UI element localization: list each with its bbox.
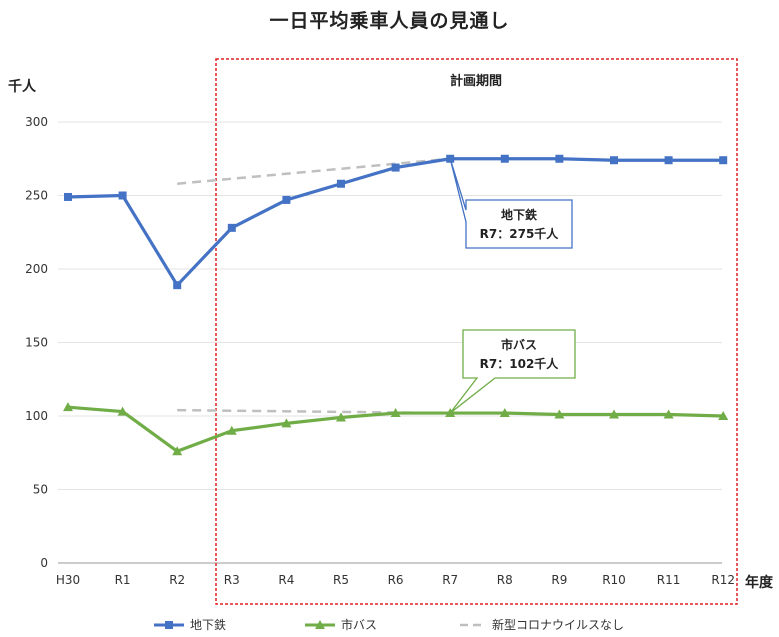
no-covid-dashed-lines	[177, 157, 451, 415]
x-tick-label: R5	[333, 573, 349, 587]
data-point	[64, 192, 72, 201]
data-point	[281, 418, 292, 428]
planning-period-box	[215, 58, 738, 605]
data-point	[172, 446, 183, 456]
data-point	[718, 411, 729, 420]
no-covid-dashed-line	[177, 157, 451, 185]
data-point	[500, 154, 509, 163]
y-axis-ticks: 0 50 100 150 200 250 300	[25, 115, 48, 570]
x-tick-label: R8	[497, 573, 513, 587]
data-point	[499, 408, 510, 418]
callout-series-label: 市バス	[501, 337, 537, 352]
data-point	[173, 281, 182, 290]
legend: 地下鉄 市バス 新型コロナウイルスなし	[154, 617, 624, 632]
x-tick-label: R6	[388, 573, 404, 587]
x-tick-label: R2	[169, 573, 185, 587]
data-point	[554, 409, 565, 419]
data-point	[664, 156, 673, 165]
y-tick-label: 200	[25, 262, 48, 276]
y-tick-label: 50	[33, 483, 48, 497]
x-axis-unit-label: 年度	[745, 574, 774, 591]
y-tick-label: 250	[25, 189, 48, 203]
data-point	[282, 195, 291, 204]
x-tick-label: R3	[224, 573, 240, 587]
data-point	[227, 223, 236, 232]
data-point	[118, 191, 127, 200]
x-tick-label: R10	[602, 573, 626, 587]
data-point	[337, 179, 345, 188]
data-point	[336, 412, 346, 422]
callout-box	[449, 158, 573, 249]
y-tick-label: 300	[25, 115, 48, 129]
callout-value-label: R7：275千人	[480, 226, 560, 241]
x-tick-label: R9	[551, 573, 567, 587]
x-tick-label: R12	[711, 573, 735, 587]
data-point	[390, 408, 401, 418]
data-point	[63, 402, 73, 412]
y-tick-label: 150	[25, 336, 48, 350]
x-tick-label: R1	[115, 573, 131, 587]
y-tick-label: 100	[25, 409, 48, 423]
legend-label: 新型コロナウイルスなし	[492, 617, 624, 632]
data-point	[663, 409, 674, 419]
x-tick-label: R7	[442, 573, 458, 587]
series-line	[67, 157, 724, 287]
y-axis-unit-label: 千人	[8, 78, 37, 95]
callout-value-label: R7：102千人	[480, 356, 560, 371]
x-axis-ticks: H30 R1 R2 R3 R4 R5 R6 R7 R8 R9 R10 R11 R12	[56, 573, 735, 587]
x-tick-label: H30	[56, 573, 80, 587]
chart-title: 一日平均乗車人員の見通し	[269, 10, 510, 32]
x-tick-label: R4	[278, 573, 294, 587]
x-tick-label: R11	[657, 573, 681, 587]
legend-label: 地下鉄	[190, 617, 226, 632]
data-point	[226, 425, 237, 435]
legend-label: 市バス	[341, 617, 377, 632]
callout-series-label: 地下鉄	[501, 207, 537, 222]
data-point	[555, 154, 564, 163]
data-point	[391, 163, 400, 172]
data-point	[609, 409, 619, 419]
grid-lines	[58, 121, 722, 564]
series-markers	[63, 154, 729, 456]
legend-marker	[315, 620, 325, 629]
legend-marker	[165, 621, 173, 629]
callout-box	[449, 329, 576, 414]
data-point	[719, 156, 728, 165]
data-point	[610, 156, 618, 165]
series-lines	[67, 157, 724, 453]
data-point	[117, 406, 128, 416]
y-tick-label: 0	[40, 556, 48, 570]
planning-period-label: 計画期間	[450, 73, 502, 89]
